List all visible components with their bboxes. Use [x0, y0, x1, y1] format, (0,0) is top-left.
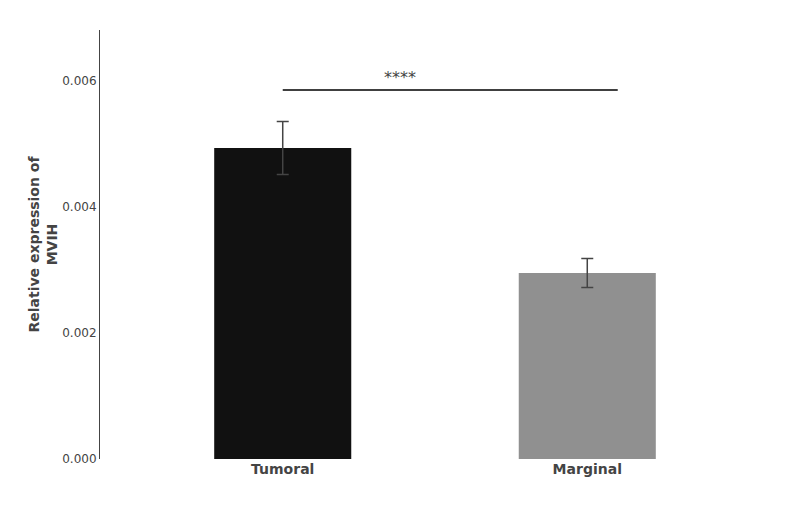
svg-text:Relative expression ofMVIH: Relative expression ofMVIH: [26, 156, 60, 333]
svg-text:0.006: 0.006: [62, 74, 96, 88]
svg-text:0.000: 0.000: [62, 452, 96, 466]
svg-text:0.004: 0.004: [62, 200, 96, 214]
svg-text:****: ****: [384, 68, 416, 87]
svg-text:0.002: 0.002: [62, 326, 96, 340]
svg-text:Tumoral: Tumoral: [251, 461, 314, 477]
svg-text:Marginal: Marginal: [553, 461, 622, 477]
